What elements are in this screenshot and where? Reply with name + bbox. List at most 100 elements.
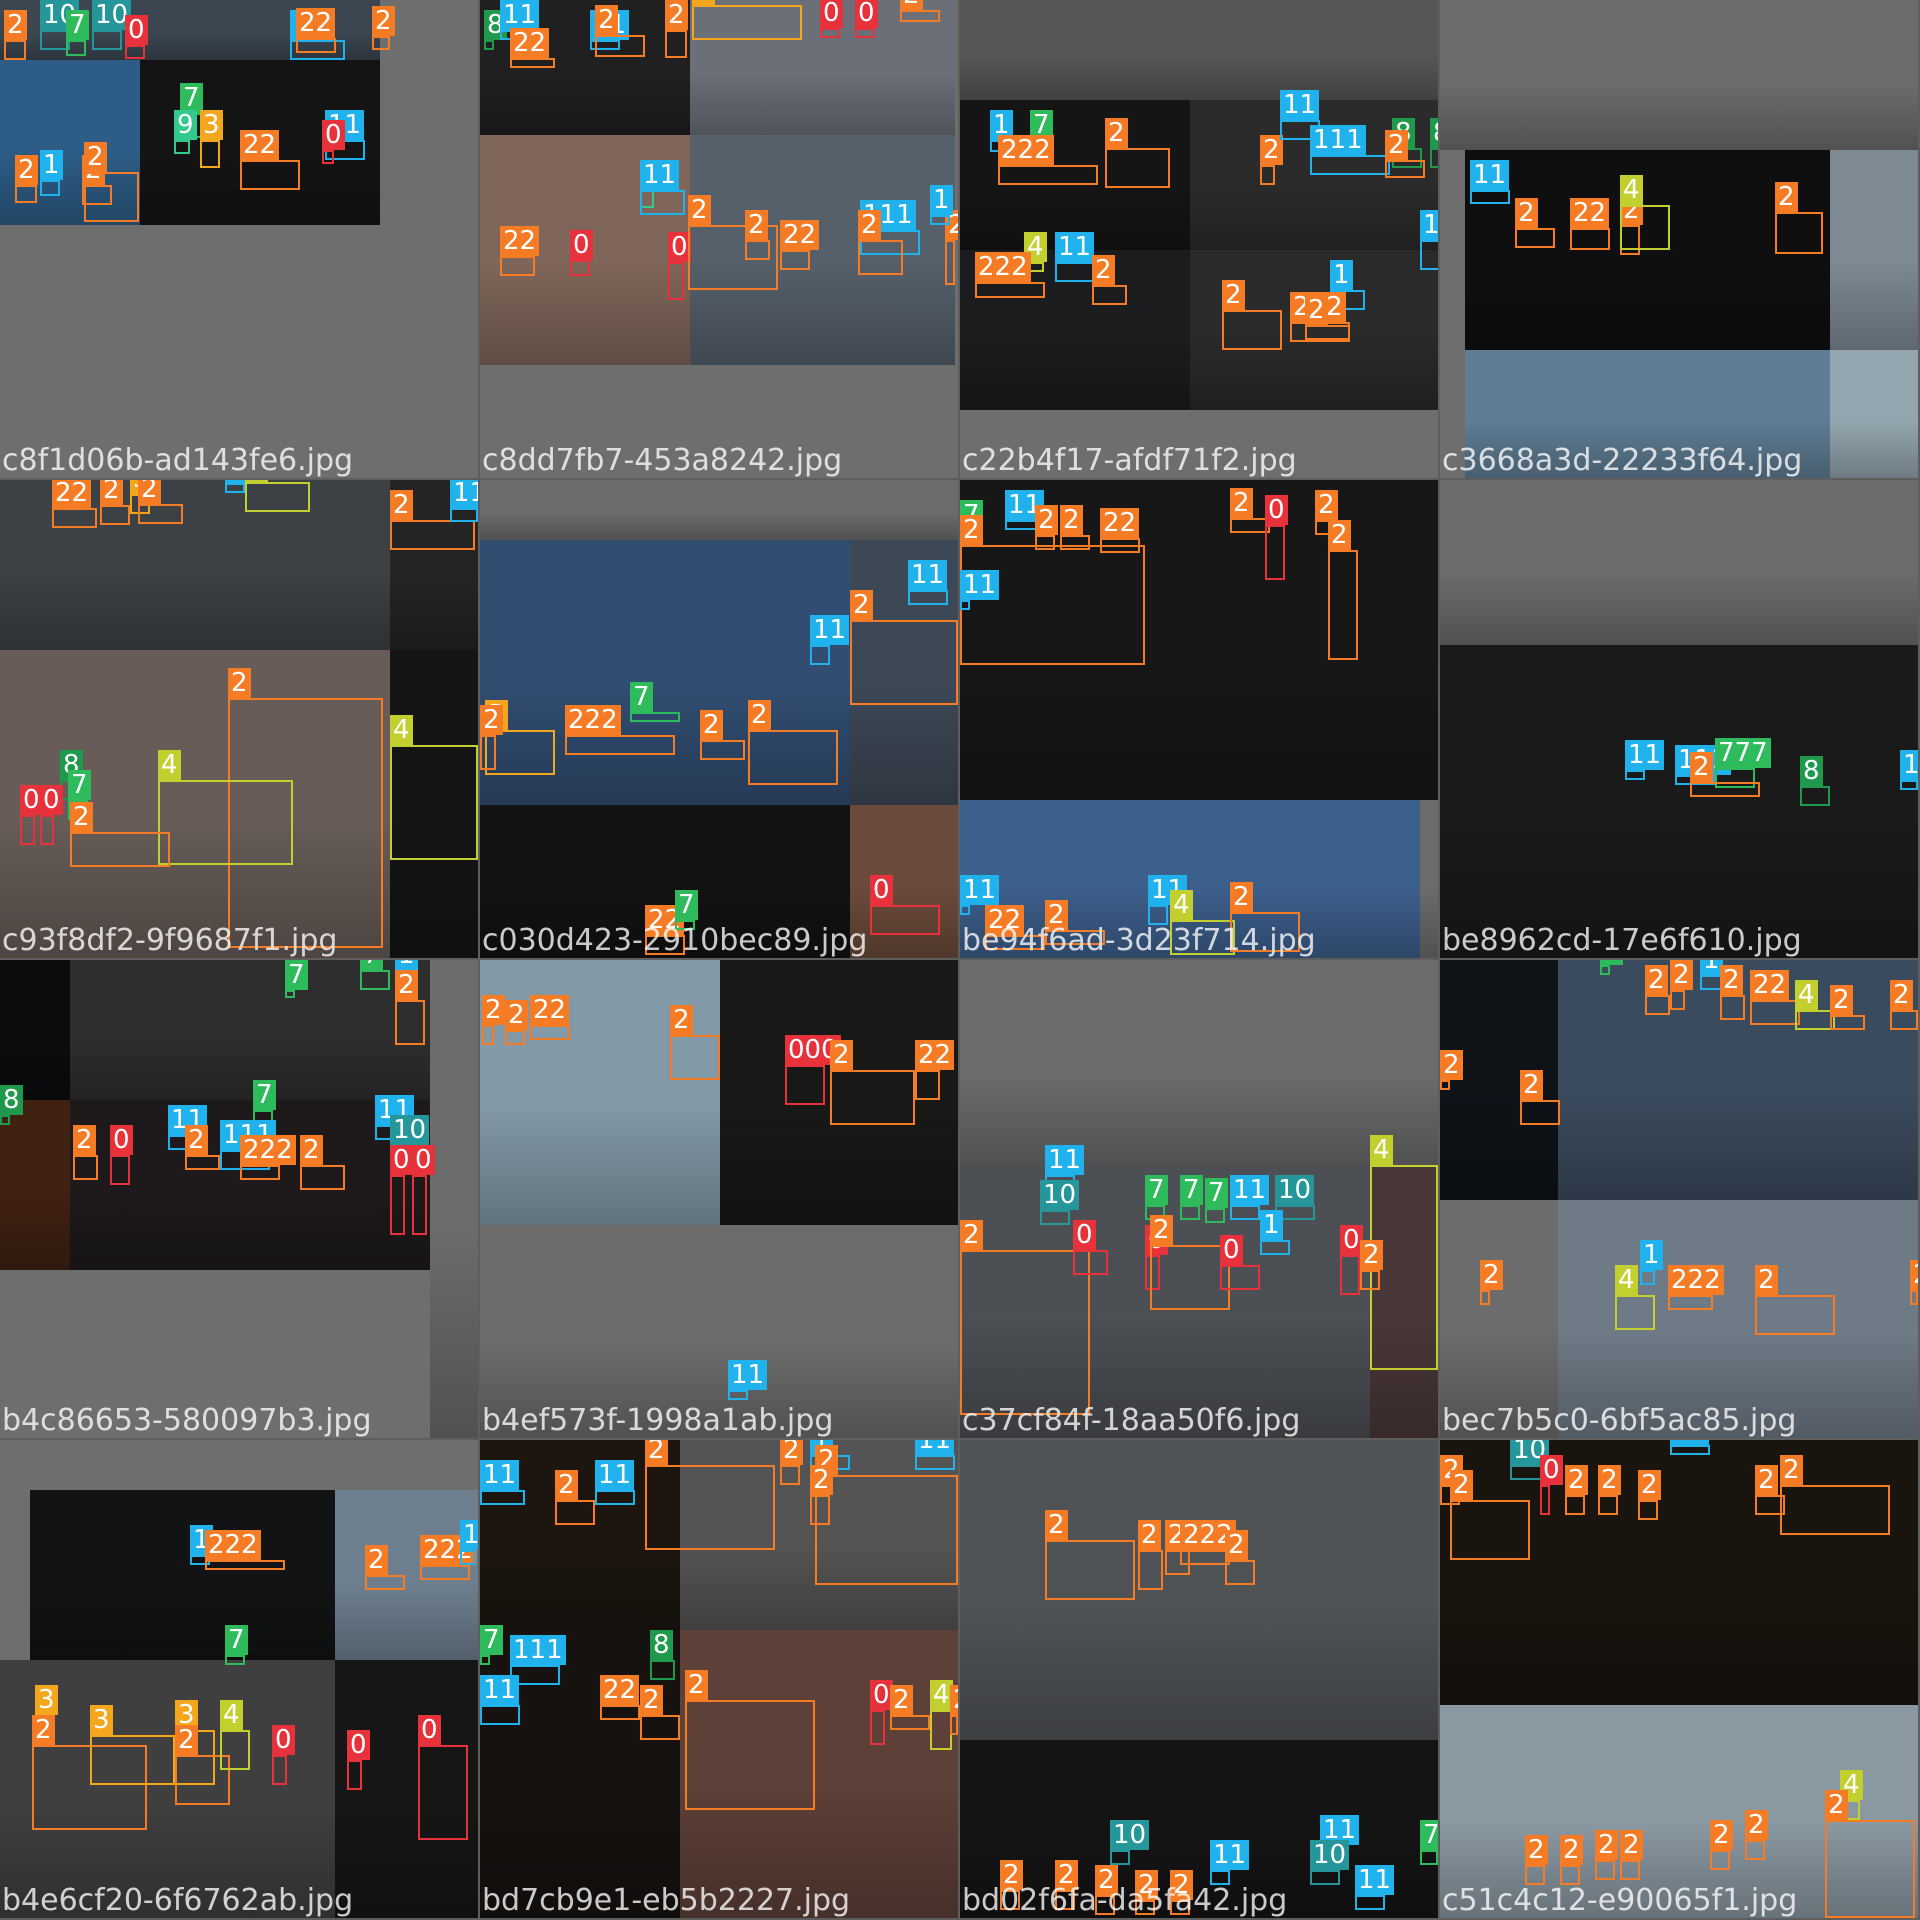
mosaic-sub-image xyxy=(480,805,850,958)
class-label: 11 xyxy=(480,1460,520,1490)
bounding-box xyxy=(780,1465,800,1485)
class-label: 11 xyxy=(915,1440,955,1455)
class-label: 2 xyxy=(1440,1050,1463,1080)
class-label: 2 xyxy=(665,0,688,30)
class-label: 7 xyxy=(675,890,698,920)
class-label: 1 xyxy=(930,185,953,215)
class-label: 1 xyxy=(460,1520,478,1550)
bounding-box xyxy=(1220,1265,1260,1290)
class-label: 2 xyxy=(100,480,123,505)
class-label: 2 xyxy=(1035,505,1058,535)
bounding-box xyxy=(82,185,112,205)
class-label: 3 xyxy=(175,1700,198,1730)
bounding-box xyxy=(84,172,139,222)
bounding-box xyxy=(1040,1210,1070,1225)
class-label: 11 xyxy=(908,560,948,590)
bounding-box xyxy=(645,1465,775,1550)
class-label: 7 xyxy=(360,960,383,970)
bounding-box xyxy=(205,1560,285,1570)
class-label: 2 xyxy=(1620,1830,1643,1860)
class-label: 2 xyxy=(830,1040,853,1070)
bounding-box xyxy=(1355,1895,1385,1910)
mosaic-sub-image xyxy=(480,480,958,540)
class-label: 8 xyxy=(0,1085,23,1115)
class-label: 7 xyxy=(180,83,203,113)
class-label: 2 xyxy=(1638,1470,1661,1500)
class-label: 2 xyxy=(300,1135,323,1165)
class-label: 222 xyxy=(565,705,621,735)
bounding-box xyxy=(1525,1865,1545,1885)
class-label: 2 xyxy=(1598,1465,1621,1495)
bounding-box xyxy=(0,1115,10,1125)
bounding-box xyxy=(855,28,875,38)
class-label: 9 xyxy=(174,110,197,140)
class-label: 2 xyxy=(960,515,983,545)
bounding-box xyxy=(1340,1255,1360,1295)
mosaic-sub-image xyxy=(1465,150,1830,350)
bounding-box xyxy=(960,1250,1090,1415)
mosaic-sub-image xyxy=(720,960,958,1225)
bounding-box xyxy=(675,920,695,930)
class-label: 7 xyxy=(285,960,308,990)
mosaic-tile: 21010071222793221102122c8f1d06b-ad143fe6… xyxy=(0,0,478,478)
class-label: 22 xyxy=(52,480,92,508)
bounding-box xyxy=(1305,325,1350,340)
class-label: 4 xyxy=(245,480,268,482)
class-label: 2 xyxy=(70,802,93,832)
bounding-box xyxy=(15,185,37,203)
class-label: 8 xyxy=(1800,756,1823,786)
class-label: 1 xyxy=(1900,750,1918,780)
mosaic-sub-image xyxy=(480,540,850,805)
class-label: 22 xyxy=(915,1040,955,1070)
bounding-box xyxy=(985,935,1045,950)
class-label: 0 xyxy=(820,0,843,28)
bounding-box xyxy=(1640,1270,1655,1285)
class-label: 2 xyxy=(1360,1240,1383,1270)
bounding-box xyxy=(500,256,535,276)
class-label: 222 xyxy=(975,252,1031,282)
bounding-box xyxy=(418,1745,468,1840)
class-label: 7 xyxy=(1180,1175,1203,1205)
bounding-box xyxy=(1620,1860,1640,1880)
bounding-box xyxy=(1600,965,1610,975)
bounding-box xyxy=(450,508,478,522)
bounding-box xyxy=(480,1490,525,1505)
bounding-box xyxy=(530,1025,570,1040)
bounding-box xyxy=(890,1715,930,1730)
tile-filename: be8962cd-17e6f610.jpg xyxy=(1442,923,1802,958)
class-label: 2 xyxy=(748,700,771,730)
bounding-box xyxy=(1595,1860,1615,1880)
bounding-box xyxy=(950,1715,958,1735)
bounding-box xyxy=(1670,990,1685,1010)
mosaic-sub-image xyxy=(960,1165,1370,1438)
bounding-box xyxy=(510,58,555,68)
class-label: 0 xyxy=(272,1725,295,1755)
class-label: 2 xyxy=(645,1440,668,1465)
tile-filename: c030d423-2910bec89.jpg xyxy=(482,923,868,958)
class-label: 2 xyxy=(4,10,27,40)
class-label: 2 xyxy=(1560,1835,1583,1865)
bounding-box xyxy=(225,483,245,493)
class-label: 2 xyxy=(1525,1835,1548,1865)
class-label: 0 xyxy=(412,1145,435,1175)
bounding-box xyxy=(1755,1495,1785,1515)
class-label: 2 xyxy=(1710,1820,1733,1850)
bounding-box xyxy=(185,1155,220,1170)
class-label: 2 xyxy=(1045,1510,1068,1540)
class-label: 4 xyxy=(390,715,413,745)
class-label: 7 xyxy=(1145,1175,1168,1205)
bounding-box xyxy=(692,5,802,40)
mosaic-sub-image xyxy=(1830,150,1918,350)
bounding-box xyxy=(688,225,778,290)
bounding-box xyxy=(1690,782,1760,797)
bounding-box xyxy=(1450,1500,1530,1560)
class-label: 0 xyxy=(668,232,691,262)
mosaic-sub-image xyxy=(480,1225,958,1438)
mosaic-sub-image xyxy=(0,60,140,225)
class-label: 0 xyxy=(870,875,893,905)
mosaic-sub-image xyxy=(680,1630,958,1918)
bounding-box xyxy=(1105,148,1170,188)
class-label: 2 xyxy=(1095,1865,1118,1895)
class-label: 2 xyxy=(138,480,161,504)
mosaic-tile: 17222221111188214222112212222c22b4f17-af… xyxy=(960,0,1438,478)
